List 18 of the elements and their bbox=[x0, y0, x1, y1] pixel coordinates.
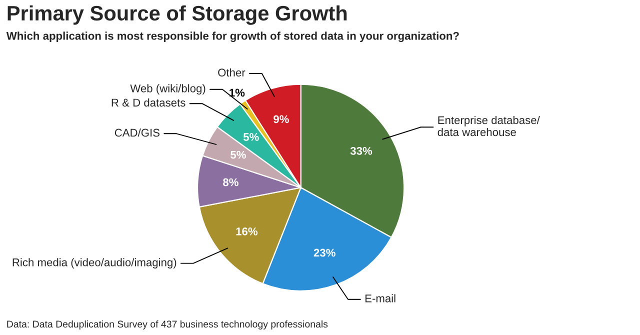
data-label: 33% bbox=[350, 146, 372, 155]
data-label: 1% bbox=[230, 88, 245, 97]
slice-label: Web (wiki/blog) bbox=[130, 84, 206, 95]
slice-label: Enterprise database/ data warehouse bbox=[438, 116, 540, 136]
data-label: 23% bbox=[314, 248, 336, 257]
chart-subtitle: Which application is most responsible for growth of stored data in your organization? bbox=[6, 32, 459, 42]
slice-label: R & D datasets bbox=[112, 98, 186, 107]
slice-label: CAD/GIS bbox=[114, 128, 160, 137]
slice-label: E-mail bbox=[365, 294, 396, 302]
data-label: 5% bbox=[230, 150, 246, 159]
data-label: 16% bbox=[236, 227, 258, 236]
slice-label: Rich media (video/audio/imaging) bbox=[12, 258, 176, 268]
data-label: 8% bbox=[223, 178, 238, 186]
slice-label: Other bbox=[218, 68, 246, 77]
data-label: 9% bbox=[274, 115, 289, 124]
data-label: 5% bbox=[243, 133, 259, 141]
chart-title: Primary Source of Storage Growth bbox=[8, 5, 347, 25]
text: Data: Data Deduplication Survey of 437 business technology professionals bbox=[7, 320, 328, 330]
